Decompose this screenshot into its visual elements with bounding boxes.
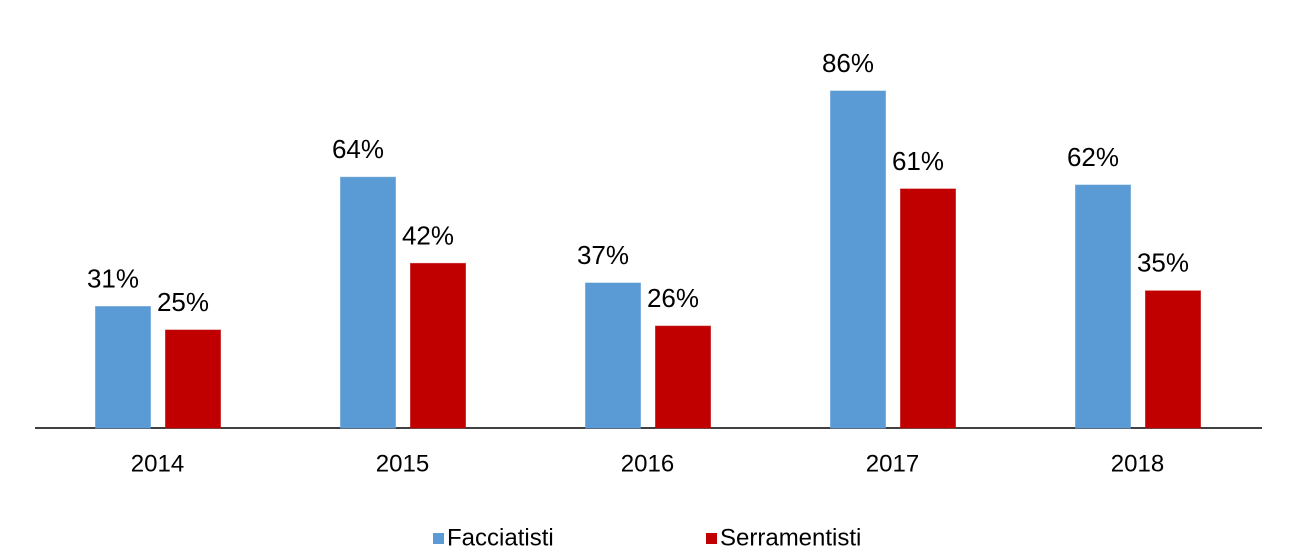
bar [1145,290,1201,429]
x-tick-label: 2018 [1111,450,1164,477]
legend-label: Facciatisti [447,524,554,551]
x-tick-label: 2015 [376,450,429,477]
x-tick-label: 2016 [621,450,674,477]
data-label: 86% [822,48,874,78]
x-tick-label: 2014 [131,450,184,477]
bar [830,90,886,429]
legend-label: Serramentisti [720,524,861,551]
bar [95,306,151,429]
bar [340,176,396,429]
bar [655,325,711,429]
bar [900,188,956,429]
bar [585,282,641,429]
legend-swatch [706,533,717,544]
data-label: 64% [332,134,384,164]
data-label: 31% [87,263,139,293]
data-label: 25% [157,287,209,317]
x-tick-label: 2017 [866,450,919,477]
legend-swatch [433,533,444,544]
data-label: 35% [1137,248,1189,278]
data-label: 26% [647,283,699,313]
bar [1075,184,1131,429]
bar [410,262,466,429]
data-label: 37% [577,240,629,270]
data-label: 42% [402,220,454,250]
bar [165,329,221,429]
data-label: 61% [892,146,944,176]
data-label: 62% [1067,142,1119,172]
